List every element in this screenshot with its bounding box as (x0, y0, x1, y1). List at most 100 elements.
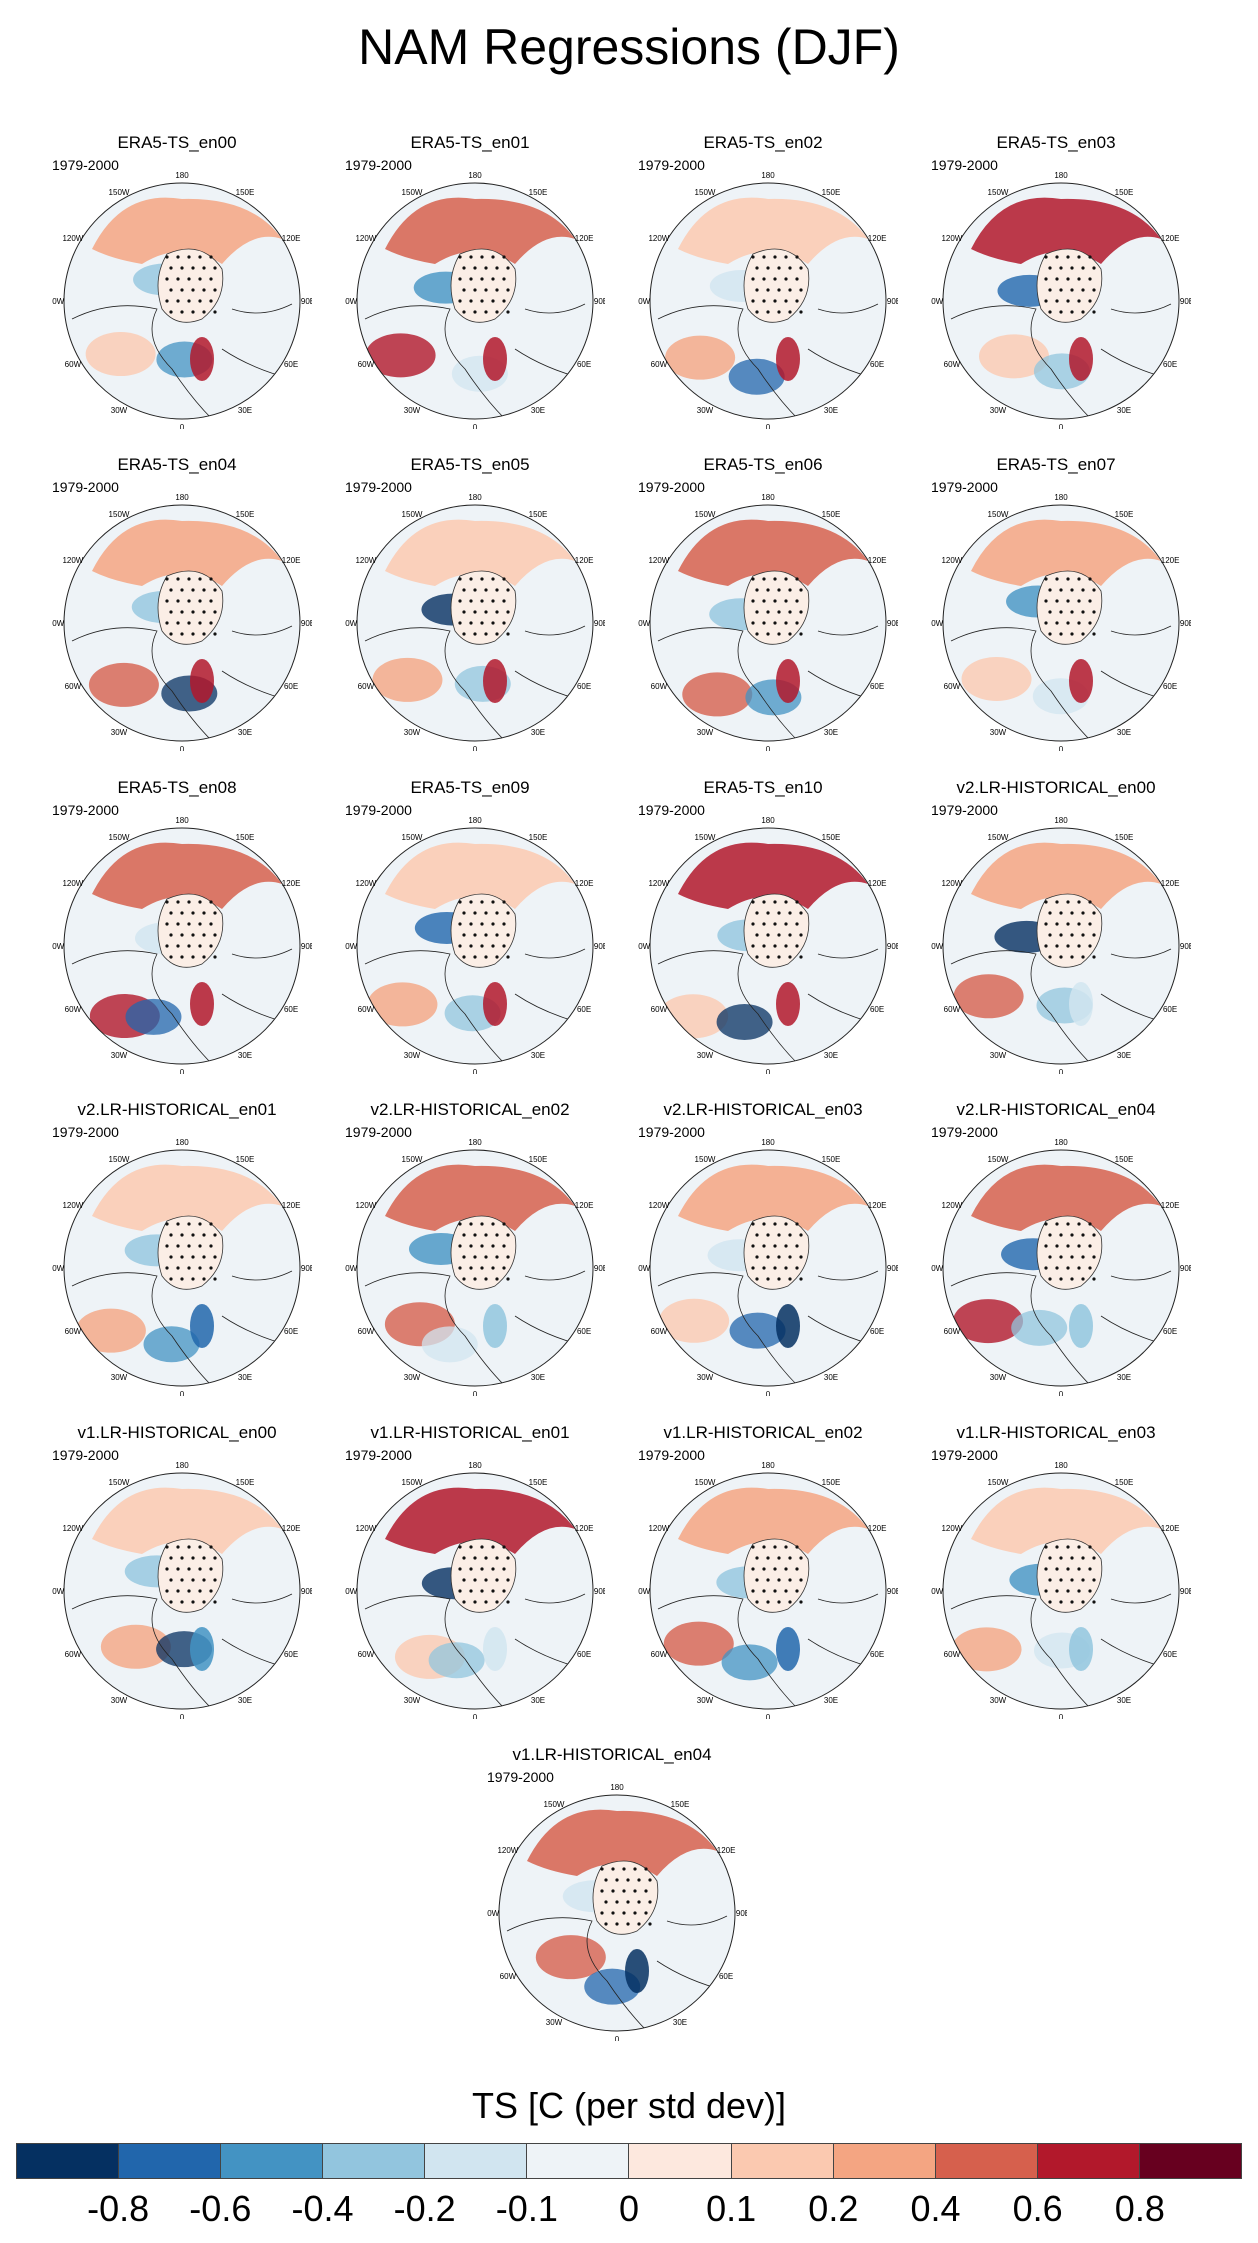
map-panel: ERA5-TS_en10 1979-2000 180 150E 120E 90E 60E 30… (618, 778, 908, 1078)
longitude-label: 120W (941, 234, 962, 243)
anomaly-region (483, 659, 507, 703)
longitude-label: 180 (175, 171, 189, 180)
longitude-label: 120E (282, 1201, 301, 1210)
longitude-label: 120E (1161, 1201, 1180, 1210)
polar-map: 180 150E 120E 90E 60E 30E 0 30W 60W 90W 120W 150W (487, 1783, 747, 2041)
longitude-label: 150E (822, 1478, 841, 1487)
longitude-label: 150E (1115, 510, 1134, 519)
longitude-label: 120W (355, 234, 376, 243)
longitude-label: 120W (62, 879, 83, 888)
longitude-label: 0 (180, 423, 185, 429)
arctic-region (450, 248, 517, 323)
longitude-label: 30E (1117, 406, 1131, 415)
longitude-label: 30W (404, 406, 421, 415)
longitude-label: 60W (358, 1650, 375, 1659)
polar-map: 180 150E 120E 90E 60E 30E 0 30W 60W 90W 120W 150W (638, 171, 898, 429)
longitude-label: 150E (1115, 833, 1134, 842)
longitude-label: 0 (180, 745, 185, 751)
polar-map: 180 150E 120E 90E 60E 30E 0 30W 60W 90W 120W 150W (345, 1461, 605, 1719)
longitude-label: 150W (402, 833, 423, 842)
cool-anomaly-region (721, 1644, 778, 1681)
warm-anomaly-region (682, 672, 753, 717)
longitude-label: 30E (1117, 1696, 1131, 1705)
longitude-label: 90W (345, 619, 358, 628)
longitude-label: 30W (697, 1373, 714, 1382)
cool-anomaly-region (125, 998, 182, 1035)
longitude-label: 90E (301, 1587, 312, 1596)
longitude-label: 150W (109, 1155, 130, 1164)
map-panel: ERA5-TS_en02 1979-2000 180 150E 120E 90E 60E 30… (618, 133, 908, 433)
longitude-label: 60W (651, 360, 668, 369)
longitude-label: 150W (109, 188, 130, 197)
map-panel: ERA5-TS_en08 1979-2000 180 150E 120E 90E 60E 30… (32, 778, 322, 1078)
longitude-label: 150E (1115, 1478, 1134, 1487)
panel-period: 1979-2000 (638, 479, 705, 495)
longitude-label: 0 (180, 1390, 185, 1396)
colorbar-swatch (221, 2144, 324, 2178)
longitude-label: 0 (1059, 1390, 1064, 1396)
warm-anomaly-region (367, 982, 438, 1027)
arctic-region (1036, 1538, 1103, 1613)
warm-anomaly-region (385, 519, 575, 586)
longitude-label: 30E (1117, 728, 1131, 737)
cool-anomaly-region (728, 358, 785, 395)
longitude-label: 0 (615, 2035, 620, 2041)
longitude-label: 120E (868, 1201, 887, 1210)
longitude-label: 180 (175, 816, 189, 825)
longitude-label: 120W (648, 234, 669, 243)
longitude-label: 60E (870, 1005, 884, 1014)
cool-anomaly-region (729, 1312, 786, 1349)
colorbar-tick-label: -0.4 (291, 2188, 354, 2229)
longitude-label: 30W (111, 1696, 128, 1705)
polar-map: 180 150E 120E 90E 60E 30E 0 30W 60W 90W 120W 150W (931, 1138, 1191, 1396)
colorbar-tick-label: 0.2 (808, 2188, 859, 2229)
panel-title: v1.LR-HISTORICAL_en00 (77, 1423, 277, 1442)
longitude-label: 30W (990, 406, 1007, 415)
polar-map: 180 150E 120E 90E 60E 30E 0 30W 60W 90W 120W 150W (52, 1461, 312, 1719)
longitude-label: 120E (282, 234, 301, 243)
anomaly-region (776, 1304, 800, 1348)
longitude-label: 90E (887, 1587, 898, 1596)
longitude-label: 60E (1163, 1650, 1177, 1659)
longitude-label: 120W (648, 556, 669, 565)
panel-period: 1979-2000 (52, 157, 119, 173)
longitude-label: 150E (822, 833, 841, 842)
longitude-label: 120E (575, 234, 594, 243)
longitude-label: 150E (671, 1800, 690, 1809)
longitude-label: 150W (988, 1478, 1009, 1487)
panel-period: 1979-2000 (345, 1447, 412, 1463)
colorbar-swatch (119, 2144, 222, 2178)
longitude-label: 150E (822, 510, 841, 519)
longitude-label: 30E (238, 1696, 252, 1705)
polar-map: 180 150E 120E 90E 60E 30E 0 30W 60W 90W 120W 150W (931, 1461, 1191, 1719)
longitude-label: 120W (941, 1201, 962, 1210)
warm-anomaly-region (92, 1164, 282, 1231)
longitude-label: 60E (870, 1650, 884, 1659)
longitude-label: 60E (719, 1972, 733, 1981)
longitude-label: 150W (544, 1800, 565, 1809)
longitude-label: 90W (638, 942, 651, 951)
warm-anomaly-region (385, 1487, 575, 1554)
polar-map: 180 150E 120E 90E 60E 30E 0 30W 60W 90W 120W 150W (52, 816, 312, 1074)
longitude-label: 180 (761, 493, 775, 502)
longitude-label: 90W (345, 942, 358, 951)
longitude-label: 180 (1054, 1461, 1068, 1470)
panel-title: ERA5-TS_en00 (117, 133, 237, 152)
longitude-label: 60W (358, 682, 375, 691)
longitude-label: 150E (236, 510, 255, 519)
longitude-label: 150W (109, 1478, 130, 1487)
warm-anomaly-region (92, 197, 282, 264)
longitude-label: 150W (988, 833, 1009, 842)
panel-title: ERA5-TS_en09 (410, 778, 530, 797)
longitude-label: 60W (358, 1327, 375, 1336)
colorbar-swatch (17, 2144, 120, 2178)
longitude-label: 120W (648, 879, 669, 888)
longitude-label: 90E (594, 942, 605, 951)
warm-anomaly-region (92, 842, 282, 909)
longitude-label: 150W (695, 510, 716, 519)
longitude-label: 90W (638, 619, 651, 628)
longitude-label: 60W (944, 1650, 961, 1659)
longitude-label: 30W (990, 728, 1007, 737)
longitude-label: 60E (284, 682, 298, 691)
longitude-label: 60E (284, 1327, 298, 1336)
